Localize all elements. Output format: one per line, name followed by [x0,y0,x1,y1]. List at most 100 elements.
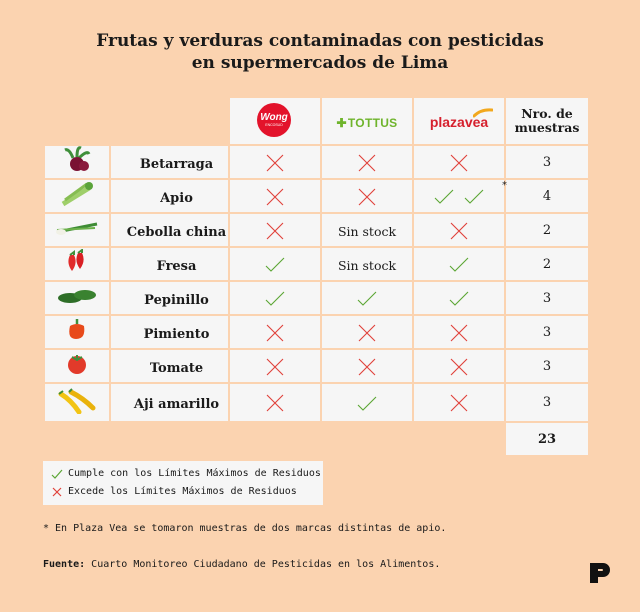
x-icon [266,324,284,342]
check-icon [357,291,377,306]
product-name: Apio [160,190,193,206]
product-name: Betarraga [139,156,214,172]
store-header-wong: Wong ENCOSUD [230,98,320,144]
check-mark-cell [322,282,412,314]
product-name-cell: Fresa [111,248,228,280]
x-icon [450,324,468,342]
total-samples: 23 [506,423,588,455]
product-name: Fresa [156,258,197,274]
x-mark-cell [230,146,320,178]
product-name-cell: Betarraga [111,146,228,178]
store-header-plazavea: plazavea [414,98,504,144]
x-icon [450,358,468,376]
sample-count: 3 [506,350,588,382]
check-icon [464,189,484,204]
sample-count: 4 [506,180,588,212]
publisher-logo-icon [590,563,610,583]
x-mark-cell [230,350,320,382]
check-mark-cell [230,248,320,280]
x-mark-cell [414,384,504,421]
sample-count: 3 [506,316,588,348]
table-row: Pimiento 3 [45,316,588,348]
product-name-cell: Pepinillo [111,282,228,314]
count-header: Nro. de muestras [506,98,588,144]
table-header-row: Wong ENCOSUD ✚TOTTUS plazavea Nro. de mue… [45,98,588,144]
check-mark-cell [414,248,504,280]
x-mark-cell [414,214,504,246]
x-mark-cell [322,180,412,212]
x-icon [266,394,284,412]
check-icon [265,257,285,272]
footnote: * En Plaza Vea se tomaron muestras de do… [43,523,447,534]
legend-x: Excede los Límites Máximos de Residuos [43,483,323,501]
x-icon [358,324,376,342]
x-mark-cell [230,214,320,246]
title-line-2: en supermercados de Lima [191,53,449,73]
sin-stock-cell: Sin stock [322,248,412,280]
table-row: Tomate 3 [45,350,588,382]
product-name-cell: Pimiento [111,316,228,348]
bell-pepper-icon [45,316,109,348]
table-row: Aji amarillo 3 [45,384,588,421]
asterisk-note-marker: * [502,180,507,191]
x-icon [52,487,62,497]
table-row: Cebolla china Sin stock 2 [45,214,588,246]
x-icon [450,222,468,240]
x-mark-cell [230,384,320,421]
x-icon [266,358,284,376]
green-onion-icon [45,214,109,246]
check-mark-cell [230,282,320,314]
product-name: Cebolla china [126,224,227,240]
product-name-cell: Aji amarillo [111,384,228,421]
source-line: Fuente: Cuarto Monitoreo Ciudadano de Pe… [43,559,441,570]
table-row: Pepinillo 3 [45,282,588,314]
beet-icon [45,146,109,178]
x-icon [266,154,284,172]
x-mark-cell [322,146,412,178]
celery-icon [45,180,109,212]
check-mark-cell [322,384,412,421]
total-row: 23 [45,423,588,455]
x-mark-cell [230,316,320,348]
sample-count: 2 [506,248,588,280]
cucumber-icon [45,282,109,314]
legend: Cumple con los Límites Máximos de Residu… [43,461,323,505]
product-name-cell: Cebolla china [111,214,228,246]
product-name-cell: Tomate [111,350,228,382]
strawberry-icon [45,248,109,280]
sample-count: 3 [506,282,588,314]
x-mark-cell [414,350,504,382]
wong-logo: Wong ENCOSUD [257,103,293,139]
double-check-cell: * [414,180,507,212]
check-icon [357,396,377,411]
page-title: Frutas y verduras contaminadas con pesti… [0,30,640,74]
product-name-cell: Apio [111,180,228,212]
legend-check: Cumple con los Límites Máximos de Residu… [43,465,323,483]
check-icon [265,291,285,306]
table-row: Fresa Sin stock 2 [45,248,588,280]
pesticide-table: Wong ENCOSUD ✚TOTTUS plazavea Nro. de mue… [43,96,590,457]
x-icon [450,394,468,412]
sin-stock-cell: Sin stock [322,214,412,246]
table-row: Betarraga 3 [45,146,588,178]
x-icon [358,188,376,206]
x-icon [450,154,468,172]
x-mark-cell [322,350,412,382]
x-icon [358,358,376,376]
product-name: Aji amarillo [133,397,220,412]
x-mark-cell [230,180,320,212]
sin-stock-label: Sin stock [337,257,397,273]
check-icon [449,291,469,306]
yellow-chili-icon [45,384,109,421]
tomato-icon [45,350,109,382]
sample-count: 3 [506,146,588,178]
x-mark-cell [322,316,412,348]
tottus-logo: ✚TOTTUS [336,115,398,130]
product-name: Tomate [149,360,204,376]
check-icon [449,257,469,272]
x-icon [358,154,376,172]
sin-stock-label: Sin stock [337,223,397,239]
table-row: Apio * 4 [45,180,588,212]
store-header-tottus: ✚TOTTUS [322,98,412,144]
product-name: Pepinillo [144,292,209,308]
